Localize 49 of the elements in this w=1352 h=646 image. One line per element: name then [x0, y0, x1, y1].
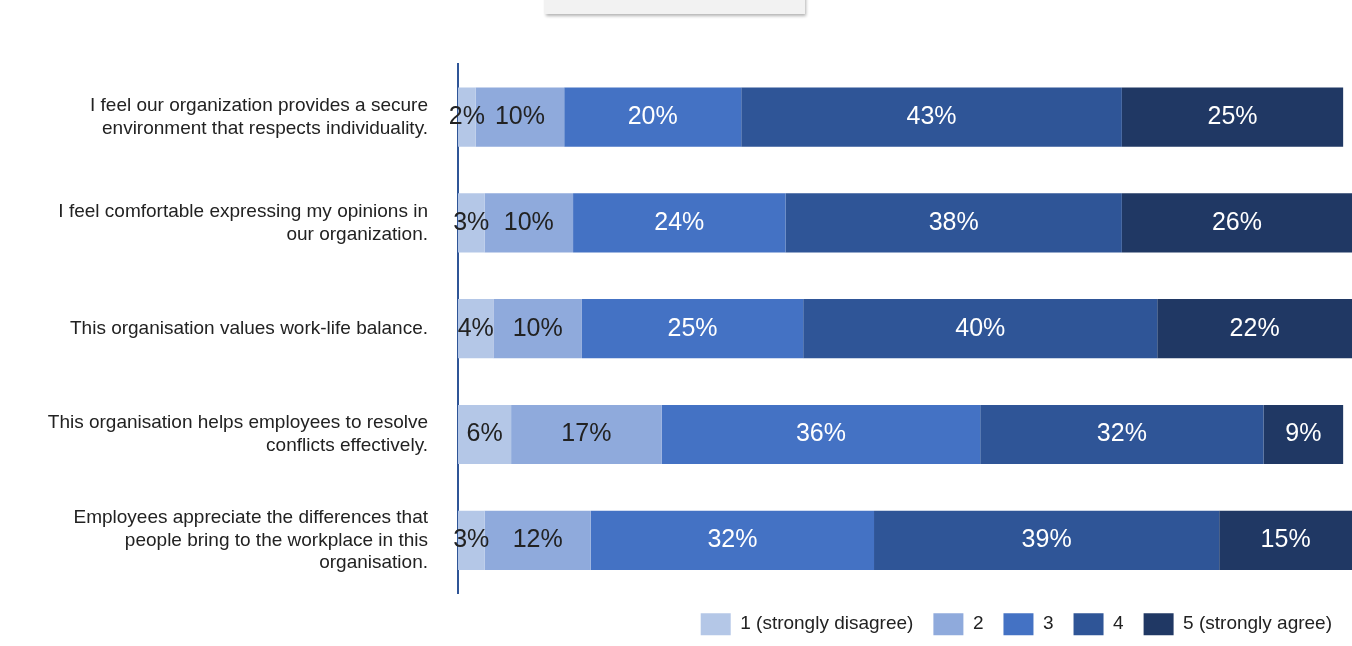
bar: [511, 404, 662, 465]
bar: [741, 87, 1122, 147]
bar: [785, 193, 1122, 253]
data-label: 12%: [512, 524, 563, 553]
data-label: 10%: [512, 312, 563, 341]
data-label: 26%: [1211, 206, 1262, 235]
y-tick-label: This organisation helps employees to resolve conflicts effectively.: [47, 411, 428, 456]
data-label: 39%: [1021, 524, 1072, 553]
data-label: 25%: [1207, 100, 1258, 129]
data-label: 6%: [466, 418, 503, 447]
bar: [590, 510, 875, 570]
data-label: 15%: [1260, 524, 1311, 553]
data-label: 4%: [457, 312, 494, 341]
bar: [493, 299, 582, 359]
data-label: 32%: [707, 524, 758, 553]
data-label: 20%: [627, 100, 678, 129]
legend-label: 2: [972, 612, 984, 634]
bar: [581, 299, 804, 359]
legend-label: 3: [1042, 612, 1054, 634]
data-label: 38%: [928, 206, 979, 235]
bar: [874, 510, 1220, 570]
legend-label: 1 (strongly disagree): [740, 612, 914, 634]
data-label: 40%: [955, 312, 1006, 341]
bar: [1121, 87, 1344, 147]
data-label: 43%: [906, 100, 957, 129]
data-label: 32%: [1096, 418, 1147, 447]
bar: [564, 87, 742, 147]
bar: [1219, 510, 1352, 570]
y-tick-label: I feel our organization provides a secure environment that respects individuality.: [90, 93, 428, 138]
bar: [803, 299, 1158, 359]
data-label: 22%: [1229, 312, 1280, 341]
legend-label: 5 (strongly agree): [1183, 612, 1332, 634]
bar: [980, 404, 1264, 465]
data-label: 9%: [1285, 418, 1322, 447]
bar: [1157, 299, 1352, 359]
bar: [1121, 193, 1352, 253]
data-label: 24%: [654, 206, 705, 235]
data-label: 25%: [667, 312, 718, 341]
y-tick-label: Employees appreciate the differences that people bring to the workplace in this organisation.: [73, 505, 429, 573]
bar: [1263, 404, 1344, 465]
bar: [573, 193, 786, 253]
data-label: 10%: [494, 100, 545, 129]
legend-label: 4: [1113, 612, 1125, 634]
y-tick-label: I feel comfortable expressing my opinions in our organization.: [58, 199, 428, 244]
data-label: 17%: [561, 418, 612, 447]
data-label: 10%: [503, 206, 554, 235]
data-label: 36%: [795, 418, 846, 447]
bar: [661, 404, 981, 465]
y-tick-label: This organisation values work-life balance.: [69, 316, 428, 338]
